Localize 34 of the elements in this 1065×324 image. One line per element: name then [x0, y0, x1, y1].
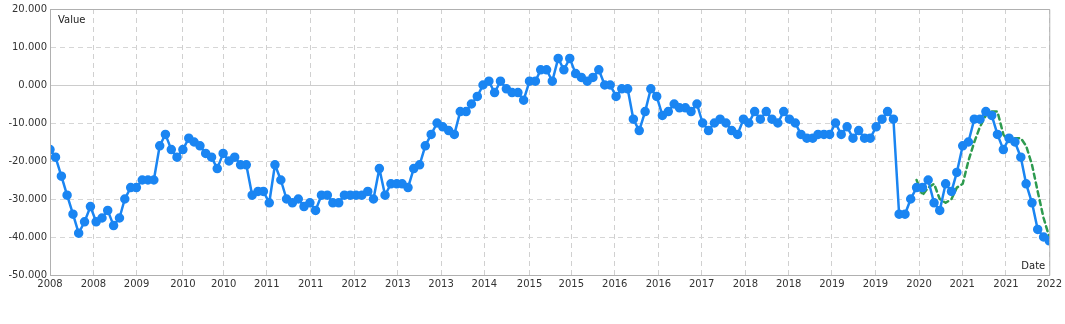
x-tick-label: 2013	[385, 277, 411, 289]
y-tick-label: 10.000	[12, 40, 47, 52]
x-tick-label: 2008	[37, 277, 63, 289]
x-tick-label: 2016	[602, 277, 628, 289]
x-axis-title: Date	[1021, 259, 1046, 271]
x-tick-label: 2017	[688, 277, 715, 289]
y-tick-label: 0.000	[18, 78, 47, 90]
x-tick-label: 2008	[80, 277, 107, 289]
x-tick-label: 2014	[471, 277, 498, 289]
y-tick-label: -30.000	[8, 192, 47, 204]
x-tick-label: 2009	[123, 277, 150, 289]
x-tick-label: 2015	[516, 277, 543, 289]
y-tick-label: -40.000	[8, 230, 47, 242]
x-tick-label: 2022	[1036, 277, 1062, 289]
y-axis-title: Value	[58, 13, 86, 25]
x-tick-label: 2013	[428, 277, 454, 289]
x-tick-label: 2019	[862, 277, 889, 289]
x-tick-label: 2011	[254, 277, 280, 289]
y-tick-label: 20.000	[12, 2, 47, 14]
x-tick-label: 2010	[170, 277, 196, 289]
x-tick-label: 2012	[341, 277, 367, 289]
x-tick-label: 2018	[732, 277, 759, 289]
x-tick-label: 2021	[949, 277, 975, 289]
x-tick-label: 2016	[645, 277, 672, 289]
x-tick-label: 2010	[210, 277, 237, 289]
x-tick-label: 2021	[993, 277, 1019, 289]
x-tick-label: 2015	[558, 277, 585, 289]
x-tick-label: 2011	[297, 277, 324, 289]
x-tick-label: 2019	[819, 277, 845, 289]
x-tick-label: 2020	[906, 277, 932, 289]
y-tick-label: -20.000	[8, 154, 47, 166]
y-tick-label: -10.000	[8, 116, 47, 128]
x-tick-label: 2018	[775, 277, 802, 289]
y-tick-label: -50.000	[8, 268, 47, 280]
